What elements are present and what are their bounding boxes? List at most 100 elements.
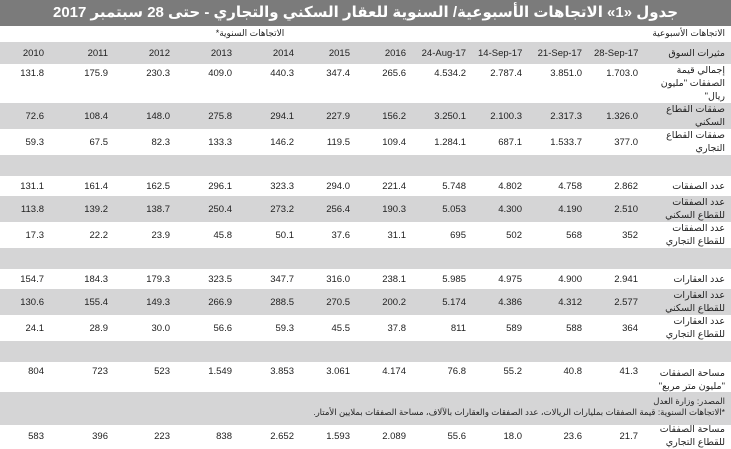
cell: 2.510 [594,196,650,222]
table-row: 59.3 67.5 82.3 133.3 146.2 119.5 109.4 1… [0,129,731,155]
cell: 1.593 [306,423,362,449]
cell: 155.4 [56,289,120,315]
cell: 223 [120,423,182,449]
table-row: 72.6 108.4 148.0 275.8 294.1 227.9 156.2… [0,103,731,129]
cell: 4.300 [478,196,534,222]
table-row: 154.7 184.3 179.3 323.5 347.7 316.0 238.… [0,269,731,289]
cell: 4.174 [362,362,418,397]
cell: 4.312 [534,289,594,315]
cell: 31.1 [362,222,418,248]
annual-trends-label: الاتجاهات السنوية* [215,28,285,38]
cell: 256.4 [306,196,362,222]
cell: 323.5 [182,269,244,289]
market-indicators-table: 2010 2011 2012 2013 2014 2015 2016 24-Au… [0,42,731,449]
cell: 4.802 [478,176,534,196]
cell: 4.386 [478,289,534,315]
cell: 695 [418,222,478,248]
cell: 17.3 [0,222,56,248]
section-spacer [0,248,731,269]
table-row: 17.3 22.2 23.9 45.8 50.1 37.6 31.1 695 5… [0,222,731,248]
cell: 2.577 [594,289,650,315]
cell: 687.1 [478,129,534,155]
table-row: 113.8 139.2 138.7 250.4 273.2 256.4 190.… [0,196,731,222]
col-header-indicator: مثيرات السوق [650,42,731,64]
cell: 352 [594,222,650,248]
cell: 130.6 [0,289,56,315]
cell: 409.0 [182,64,244,103]
cell: 1.326.0 [594,103,650,129]
cell: 23.6 [534,423,594,449]
cell: 811 [418,315,478,341]
row-label: عدد العقارات للقطاع التجاري [650,315,731,341]
cell: 5.985 [418,269,478,289]
table-row: 583 396 223 838 2.652 1.593 2.089 55.6 1… [0,423,731,449]
cell: 2.100.3 [478,103,534,129]
source-note: المصدر: وزارة العدل [653,396,725,406]
col-header-2013: 2013 [182,42,244,64]
cell: 131.1 [0,176,56,196]
cell: 347.4 [306,64,362,103]
cell: 55.6 [418,423,478,449]
cell: 589 [478,315,534,341]
cell: 266.9 [182,289,244,315]
cell: 227.9 [306,103,362,129]
cell: 72.6 [0,103,56,129]
row-label: عدد الصفقات للقطاع التجاري [650,222,731,248]
cell: 4.975 [478,269,534,289]
row-label: مساحة الصفقات "مليون متر مربع" [650,362,731,397]
cell: 175.9 [56,64,120,103]
cell: 55.2 [478,362,534,397]
cell: 5.174 [418,289,478,315]
subheader: الاتجاهات الأسبوعية الاتجاهات السنوية* [0,26,731,42]
col-header-2015: 2015 [306,42,362,64]
cell: 396 [56,423,120,449]
section-spacer [0,341,731,362]
cell: 3.061 [306,362,362,397]
cell: 238.1 [362,269,418,289]
cell: 30.0 [120,315,182,341]
column-header-row: 2010 2011 2012 2013 2014 2015 2016 24-Au… [0,42,731,64]
col-header-2014: 2014 [244,42,306,64]
row-label: عدد العقارات للقطاع السكني [650,289,731,315]
cell: 347.7 [244,269,306,289]
cell: 82.3 [120,129,182,155]
cell: 113.8 [0,196,56,222]
table-footer: المصدر: وزارة العدل *الاتجاهات السنوية: … [0,392,731,425]
cell: 156.2 [362,103,418,129]
cell: 149.3 [120,289,182,315]
cell: 316.0 [306,269,362,289]
cell: 364 [594,315,650,341]
cell: 21.7 [594,423,650,449]
weekly-trends-label: الاتجاهات الأسبوعية [652,28,725,38]
cell: 109.4 [362,129,418,155]
cell: 4.534.2 [418,64,478,103]
cell: 67.5 [56,129,120,155]
cell: 2.317.3 [534,103,594,129]
cell: 3.250.1 [418,103,478,129]
row-label: مساحة الصفقات للقطاع التجاري [650,423,731,449]
row-label: عدد الصفقات [650,176,731,196]
cell: 50.1 [244,222,306,248]
cell: 1.533.7 [534,129,594,155]
cell: 5.053 [418,196,478,222]
cell: 45.5 [306,315,362,341]
cell: 838 [182,423,244,449]
cell: 804 [0,362,56,397]
cell: 2.089 [362,423,418,449]
cell: 2.787.4 [478,64,534,103]
cell: 588 [534,315,594,341]
col-header-2011: 2011 [56,42,120,64]
cell: 288.5 [244,289,306,315]
col-header-2016: 2016 [362,42,418,64]
cell: 265.6 [362,64,418,103]
annual-trends-footnote: *الاتجاهات السنوية: قيمة الصفقات بمليارا… [313,407,725,417]
row-label: صفقات القطاع التجاري [650,129,731,155]
table-row: 131.1 161.4 162.5 296.1 323.3 294.0 221.… [0,176,731,196]
cell: 18.0 [478,423,534,449]
cell: 250.4 [182,196,244,222]
cell: 56.6 [182,315,244,341]
cell: 4.900 [534,269,594,289]
cell: 4.190 [534,196,594,222]
cell: 1.284.1 [418,129,478,155]
cell: 2.941 [594,269,650,289]
